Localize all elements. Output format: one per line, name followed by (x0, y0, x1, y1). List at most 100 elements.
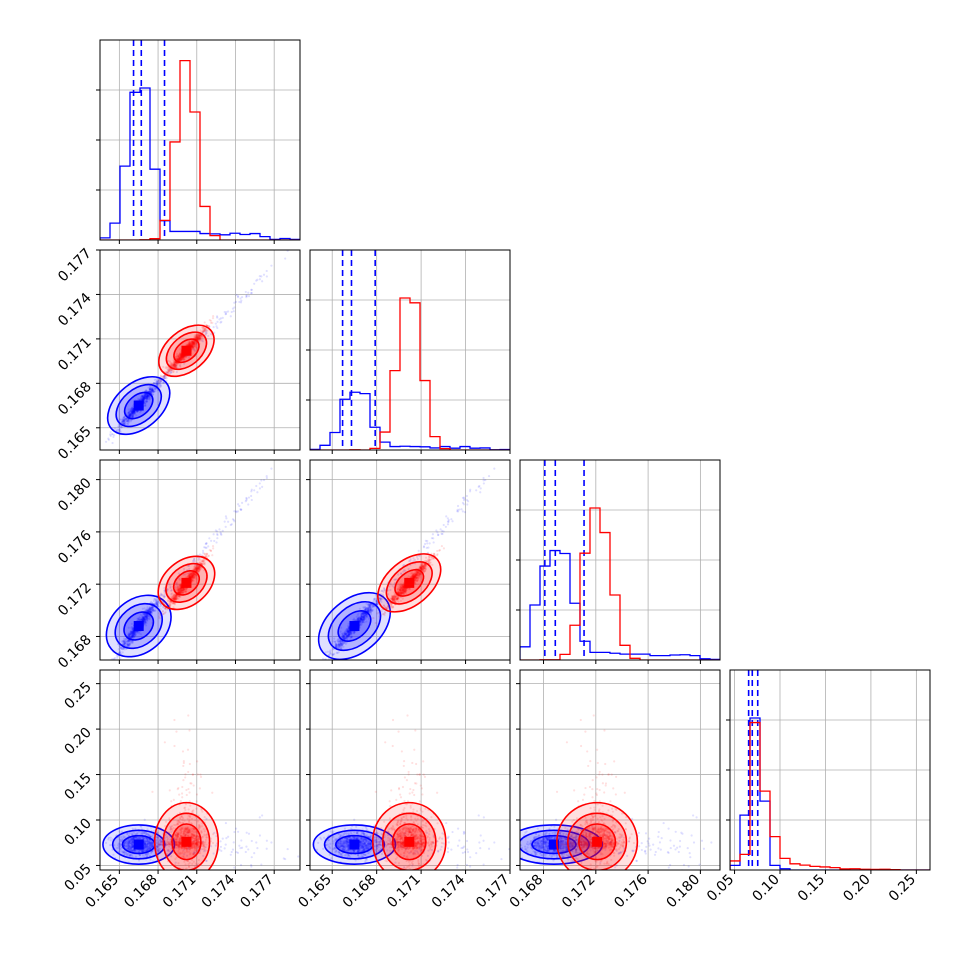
y-tick-label-1-2: 0.171 (55, 334, 95, 374)
scatter-point (137, 618, 141, 621)
scatter-point (240, 508, 243, 511)
scatter-point (142, 395, 146, 398)
scatter-point (140, 394, 144, 398)
scatter-point (178, 357, 182, 360)
scatter-point (128, 414, 131, 417)
scatter-point (188, 342, 191, 345)
scatter-point (197, 337, 200, 340)
scatter-point (250, 292, 253, 295)
scatter-point (224, 312, 228, 315)
scatter-point (195, 336, 198, 339)
scatter-point (193, 343, 196, 346)
scatter-point (143, 619, 146, 622)
scatter-point (177, 358, 180, 361)
scatter-point (147, 615, 150, 618)
scatter-point (148, 396, 152, 399)
scatter-point (146, 394, 149, 398)
scatter-point (204, 329, 208, 332)
scatter-point (174, 363, 177, 366)
scatter-point (151, 388, 154, 392)
scatter-point (203, 327, 206, 330)
scatter-point (145, 608, 148, 611)
scatter-point (245, 497, 248, 500)
scatter-point (159, 380, 163, 383)
scatter-point (238, 504, 241, 508)
scatter-point (184, 356, 187, 359)
scatter-point (260, 479, 263, 482)
scatter-point (208, 537, 211, 540)
scatter-point (155, 600, 158, 603)
scatter-point (132, 411, 135, 414)
scatter-point (150, 391, 153, 394)
scatter-point (159, 602, 162, 605)
scatter-point (144, 397, 147, 400)
scatter-point (147, 608, 150, 611)
scatter-point (146, 618, 149, 621)
scatter-point (188, 342, 191, 345)
scatter-point (199, 334, 202, 338)
scatter-point (178, 359, 181, 362)
scatter-point (237, 503, 240, 506)
scatter-point (156, 603, 159, 606)
scatter-point (130, 412, 133, 415)
scatter-point (145, 616, 149, 619)
scatter-point (180, 356, 184, 360)
scatter-point (123, 422, 126, 425)
scatter-point (216, 533, 219, 537)
scatter-point (150, 611, 153, 614)
scatter-point (141, 397, 144, 400)
scatter-point (153, 382, 156, 386)
scatter-point (150, 390, 153, 393)
scatter-point (143, 619, 147, 622)
scatter-point (143, 607, 146, 610)
scatter-point (181, 356, 184, 359)
scatter-point (174, 355, 177, 359)
scatter-point (179, 356, 182, 359)
scatter-point (143, 618, 146, 621)
scatter-point (316, 663, 318, 665)
scatter-point (178, 358, 181, 361)
scatter-point (124, 422, 127, 425)
scatter-point (146, 394, 149, 397)
scatter-point (177, 356, 181, 359)
scatter-point (239, 301, 243, 304)
scatter-point (111, 441, 114, 445)
scatter-point (198, 336, 201, 339)
scatter-point (172, 363, 176, 366)
scatter-point (173, 361, 176, 364)
scatter-point (193, 340, 196, 343)
scatter-point (148, 615, 151, 618)
scatter-point (230, 523, 233, 526)
scatter-point (127, 413, 130, 416)
scatter-point (143, 619, 146, 622)
scatter-point (150, 389, 154, 392)
scatter-point (169, 369, 172, 372)
scatter-point (172, 360, 176, 363)
scatter-point (215, 541, 218, 544)
scatter-point (179, 351, 182, 355)
scatter-point (192, 342, 195, 345)
scatter-point (145, 400, 148, 403)
scatter-point (120, 426, 123, 429)
scatter-point (223, 310, 226, 314)
scatter-point (131, 631, 134, 634)
scatter-point (170, 370, 173, 374)
scatter-point (177, 357, 181, 360)
scatter-point (191, 344, 194, 347)
scatter-point (130, 408, 133, 412)
scatter-point (179, 358, 183, 361)
scatter-point (174, 364, 177, 367)
scatter-point (192, 343, 196, 346)
scatter-point (187, 355, 190, 358)
scatter-point (142, 397, 145, 400)
scatter-point (120, 425, 123, 428)
scatter-point (154, 603, 157, 606)
scatter-point (153, 609, 156, 612)
scatter-point (432, 537, 435, 540)
scatter-point (172, 362, 175, 365)
scatter-point (143, 393, 146, 396)
scatter-point (174, 363, 177, 366)
scatter-point (115, 661, 117, 663)
scatter-point (134, 633, 137, 636)
scatter-point (197, 338, 200, 341)
